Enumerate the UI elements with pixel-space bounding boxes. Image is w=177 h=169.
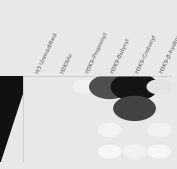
Circle shape bbox=[114, 96, 155, 120]
Text: H3K9-Propionyl: H3K9-Propionyl bbox=[85, 31, 109, 74]
Circle shape bbox=[90, 75, 130, 99]
Circle shape bbox=[74, 80, 96, 93]
Circle shape bbox=[98, 123, 121, 136]
Circle shape bbox=[123, 123, 146, 137]
Circle shape bbox=[148, 145, 170, 158]
Polygon shape bbox=[0, 76, 23, 162]
Text: H3K9-Crotonyl: H3K9-Crotonyl bbox=[135, 34, 157, 74]
Text: H3K9-β-hydroxybutyryl: H3K9-β-hydroxybutyryl bbox=[159, 10, 177, 74]
Circle shape bbox=[99, 145, 121, 158]
Text: H3 Unmodified: H3 Unmodified bbox=[35, 32, 59, 74]
Circle shape bbox=[148, 123, 171, 137]
Text: H3K9-Butyryl: H3K9-Butyryl bbox=[110, 37, 131, 74]
Circle shape bbox=[111, 73, 158, 100]
Text: H3K9Ac: H3K9Ac bbox=[60, 51, 75, 74]
Circle shape bbox=[147, 80, 172, 94]
Circle shape bbox=[123, 145, 146, 158]
